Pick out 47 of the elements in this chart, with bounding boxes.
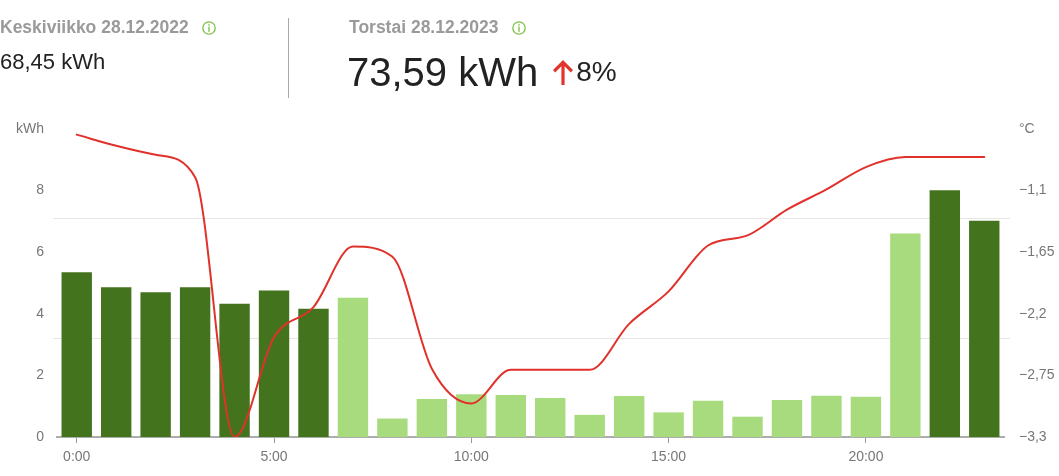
bar <box>456 394 487 437</box>
bar <box>140 292 171 437</box>
bar <box>219 303 250 437</box>
y-tick-label: 6 <box>36 243 45 260</box>
x-tick-label: 10:00 <box>453 448 490 465</box>
bar <box>732 416 763 437</box>
bar <box>495 395 526 437</box>
text: Torstai 28.12.2023 <box>349 17 499 37</box>
bar <box>771 400 803 437</box>
bar <box>535 397 566 437</box>
y-tick-label: 4 <box>36 304 45 321</box>
x-tick-label: 15:00 <box>651 448 687 465</box>
bar <box>574 414 605 437</box>
text: Keskiviikko 28.12.2022 <box>0 17 189 37</box>
x-tick-label: 20:00 <box>848 448 884 465</box>
text: 8% <box>576 56 617 87</box>
y-tick-label: 8 <box>36 181 45 198</box>
y2-tick-label: °C <box>1019 119 1035 136</box>
bar <box>61 272 92 437</box>
y-tick-label: 2 <box>36 366 45 383</box>
bar <box>969 220 1000 437</box>
y-tick-label: 0 <box>36 427 45 444</box>
bar <box>337 297 369 437</box>
bar <box>929 190 961 437</box>
text: 68,45 kWh <box>0 49 106 74</box>
x-tick-label: 0:00 <box>63 448 91 465</box>
y2-tick-label: −2,75 <box>1019 366 1055 383</box>
bar <box>811 395 842 437</box>
bar <box>416 399 448 437</box>
bar <box>653 412 684 437</box>
bar <box>850 396 882 437</box>
bar <box>377 418 408 437</box>
bar <box>258 290 290 437</box>
bar <box>890 233 921 437</box>
y2-tick-label: −3,3 <box>1019 427 1047 444</box>
bar <box>100 287 132 437</box>
text: 73,59 kWh <box>347 50 539 94</box>
bar <box>298 308 329 437</box>
bar <box>179 287 211 437</box>
x-tick-label: 5:00 <box>260 448 288 465</box>
bar <box>613 396 645 437</box>
bar <box>692 400 724 437</box>
y2-tick-label: −1,65 <box>1019 243 1055 260</box>
y2-tick-label: −1,1 <box>1019 181 1047 198</box>
y-tick-label: kWh <box>16 119 44 136</box>
y2-tick-label: −2,2 <box>1019 304 1047 321</box>
line-series <box>75 133 986 437</box>
